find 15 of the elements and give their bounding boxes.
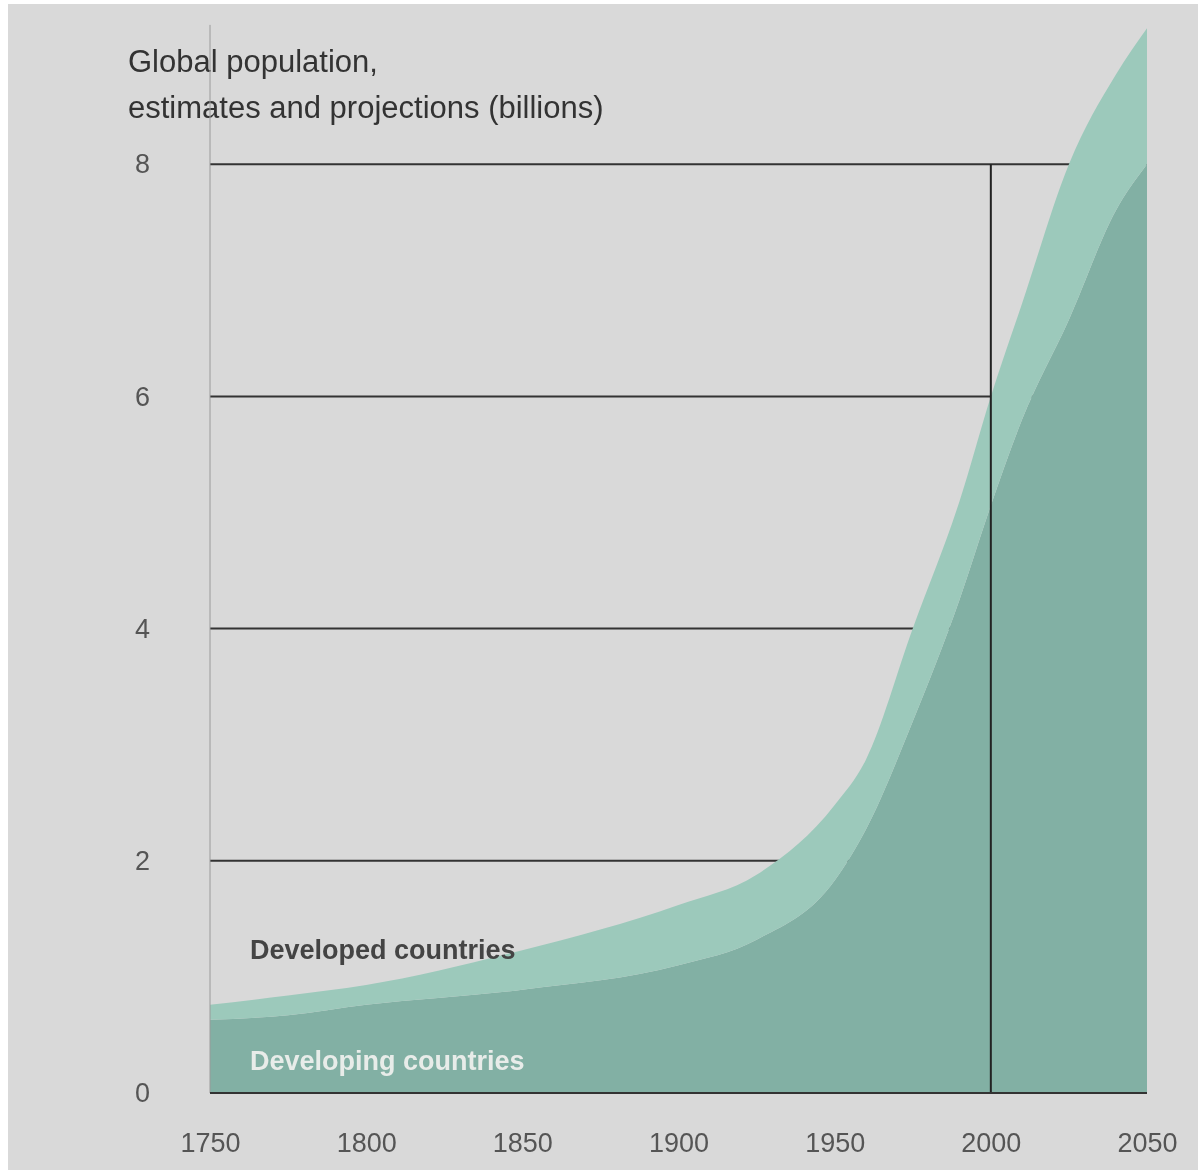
y-tick-label: 6 xyxy=(134,381,150,412)
x-tick-label: 1900 xyxy=(648,1128,710,1159)
y-tick-label: 4 xyxy=(134,613,150,644)
x-tick-label: 2000 xyxy=(961,1128,1022,1159)
x-tick-label: 2050 xyxy=(1117,1128,1178,1159)
x-tick-label: 1750 xyxy=(180,1128,241,1159)
series-label: Developing countries xyxy=(250,1046,525,1076)
x-tick-label: 1950 xyxy=(805,1128,866,1159)
y-tick-label: 2 xyxy=(134,845,150,876)
y-tick-label: 8 xyxy=(134,149,150,180)
y-tick-label: 0 xyxy=(134,1078,150,1109)
x-tick-label: 1850 xyxy=(492,1128,553,1159)
series-label: Developed countries xyxy=(250,935,516,965)
x-tick-label: 1800 xyxy=(336,1128,397,1159)
text: Global population, estimates and projections (billions) xyxy=(128,44,604,125)
